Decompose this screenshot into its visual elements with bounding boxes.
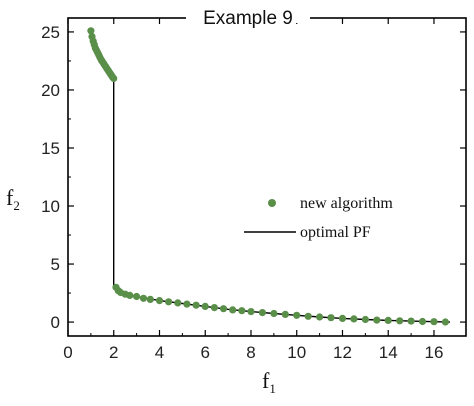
data-point [133,292,141,301]
data-point [238,307,246,315]
x-axis-label-main: f [262,368,270,393]
data-point [110,74,118,82]
data-point [396,317,404,325]
data-point [258,309,266,317]
x-axis-label-sub: 1 [269,381,276,396]
y-axis-label-main: f [6,185,14,210]
x-tick-label: 4 [155,343,164,362]
data-point [441,318,449,326]
data-point [192,301,200,309]
data-point [155,297,164,305]
x-axis-label: f1 [262,368,276,396]
data-point [183,300,191,308]
title-background [186,15,310,23]
x-tick-label: 2 [109,343,118,362]
x-tick-label: 8 [246,343,255,362]
data-point [270,309,278,318]
data-point [247,308,255,316]
data-point [201,302,209,310]
data-point [139,294,148,302]
x-tick-label: 6 [201,343,210,362]
chart-title: Example 9 [203,8,293,29]
data-point [304,312,312,320]
axis-ticks: 0 2 4 6 8 10 12 14 16 0 5 10 15 20 25 [41,18,466,362]
y-tick-label: 5 [51,255,60,274]
data-point [361,315,369,324]
y-axis-label: f2 [6,185,20,213]
y-axis-label-sub: 2 [13,198,20,213]
x-tick-label: 14 [379,343,398,362]
y-tick-label: 15 [41,139,60,158]
legend-marker-new-algorithm [268,199,276,207]
data-point [418,317,427,326]
y-tick-label: 0 [51,313,60,332]
data-point [229,306,237,314]
data-point [373,316,381,324]
data-point [350,315,358,323]
y-tick-label: 10 [41,197,60,216]
legend-label-new-algorithm: new algorithm [300,195,393,212]
plot-area [67,17,467,337]
data-point [174,299,182,307]
optimal-pf-line [90,30,451,323]
data-point [87,27,95,35]
data-point [210,304,218,312]
y-tick-label: 20 [41,81,60,100]
data-point [316,313,324,321]
data-point [219,305,228,313]
data-point [126,291,134,299]
x-tick-label: 12 [333,343,352,362]
plot-frame [67,17,467,337]
y-tick-label: 25 [41,23,60,42]
data-point [165,298,173,306]
data-point [146,295,154,303]
data-point [281,310,289,318]
legend: new algorithm optimal PF [244,195,393,241]
data-point [384,316,392,324]
x-tick-label: 16 [425,343,444,362]
data-point [327,314,335,322]
legend-label-optimal-pf: optimal PF [300,224,371,241]
x-tick-label: 0 [63,343,72,362]
data-point [430,318,438,326]
data-point [407,317,415,325]
x-tick-label: 10 [287,343,306,362]
data-point [293,311,301,319]
pf-line-layer [90,30,451,323]
marker-layer [87,27,449,326]
data-point [338,314,347,322]
